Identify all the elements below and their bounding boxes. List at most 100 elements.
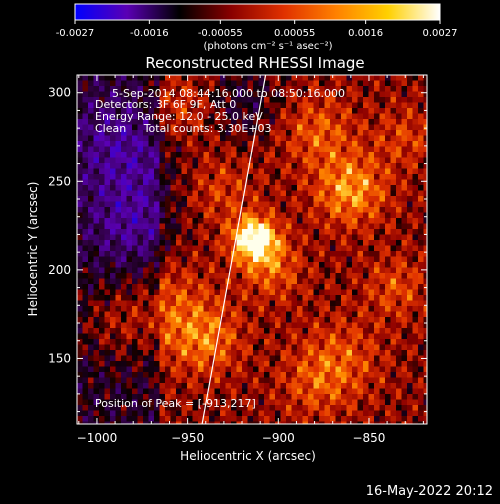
- heatmap-cell: [148, 394, 155, 400]
- heatmap-cell: [363, 339, 369, 345]
- heatmap-cell: [346, 256, 353, 263]
- heatmap-cell: [412, 399, 419, 406]
- heatmap-cell: [412, 372, 419, 378]
- heatmap-cell: [297, 262, 303, 268]
- heatmap-cell: [363, 152, 369, 158]
- heatmap-cell: [280, 234, 287, 241]
- heatmap-cell: [291, 311, 298, 318]
- heatmap-cell: [121, 377, 127, 384]
- heatmap-cell: [231, 251, 237, 257]
- heatmap-cell: [357, 377, 364, 384]
- heatmap-cell: [214, 306, 221, 312]
- heatmap-cell: [82, 102, 89, 109]
- heatmap-cell: [165, 185, 171, 191]
- heatmap-cell: [297, 421, 303, 424]
- heatmap-cell: [396, 218, 402, 224]
- heatmap-cell: [412, 251, 419, 257]
- heatmap-cell: [313, 383, 320, 389]
- heatmap-cell: [225, 394, 232, 400]
- heatmap-cell: [132, 416, 138, 422]
- heatmap-cell: [110, 152, 116, 158]
- heatmap-cell: [269, 333, 276, 340]
- heatmap-cell: [159, 256, 166, 263]
- heatmap-cell: [264, 135, 270, 142]
- heatmap-cell: [225, 328, 232, 334]
- heatmap-cell: [363, 141, 369, 147]
- heatmap-cell: [335, 223, 342, 230]
- heatmap-cell: [407, 300, 413, 307]
- heatmap-cell: [319, 135, 325, 142]
- heatmap-cell: [368, 152, 375, 158]
- heatmap-cell: [82, 377, 89, 384]
- heatmap-cell: [269, 218, 276, 224]
- heatmap-cell: [176, 152, 182, 158]
- heatmap-cell: [258, 190, 265, 197]
- heatmap-cell: [280, 421, 287, 424]
- heatmap-cell: [401, 421, 408, 424]
- heatmap-cell: [363, 196, 369, 202]
- heatmap-cell: [286, 383, 292, 389]
- heatmap-cell: [297, 377, 303, 384]
- heatmap-cell: [280, 135, 287, 142]
- heatmap-cell: [418, 355, 424, 362]
- heatmap-cell: [280, 218, 287, 224]
- heatmap-cell: [137, 267, 144, 274]
- heatmap-cell: [379, 377, 386, 384]
- heatmap-cell: [335, 372, 342, 378]
- heatmap-cell: [412, 91, 419, 98]
- heatmap-cell: [385, 91, 391, 98]
- heatmap-cell: [88, 240, 94, 246]
- heatmap-cell: [385, 322, 391, 329]
- heatmap-cell: [104, 234, 111, 241]
- heatmap-cell: [137, 130, 144, 136]
- heatmap-cell: [379, 416, 386, 422]
- heatmap-cell: [93, 124, 100, 131]
- heatmap-cell: [346, 91, 353, 98]
- heatmap-cell: [368, 300, 375, 307]
- heatmap-cell: [280, 256, 287, 263]
- heatmap-cell: [291, 410, 298, 417]
- heatmap-cell: [88, 119, 94, 125]
- heatmap-cell: [247, 405, 254, 411]
- heatmap-cell: [220, 190, 226, 197]
- heatmap-cell: [385, 190, 391, 197]
- heatmap-cell: [308, 350, 314, 356]
- heatmap-cell: [110, 372, 116, 378]
- heatmap-cell: [368, 306, 375, 312]
- heatmap-cell: [302, 405, 309, 411]
- heatmap-cell: [148, 152, 155, 158]
- heatmap-cell: [335, 355, 342, 362]
- heatmap-cell: [220, 421, 226, 424]
- heatmap-cell: [165, 311, 171, 318]
- heatmap-cell: [225, 339, 232, 345]
- heatmap-cell: [341, 108, 347, 114]
- heatmap-cell: [379, 86, 386, 92]
- heatmap-cell: [357, 185, 364, 191]
- heatmap-cell: [357, 113, 364, 120]
- heatmap-cell: [275, 157, 281, 164]
- heatmap-cell: [203, 306, 210, 312]
- heatmap-cell: [385, 278, 391, 285]
- heatmap-cell: [269, 416, 276, 422]
- heatmap-cell: [132, 251, 138, 257]
- heatmap-cell: [286, 146, 292, 153]
- heatmap-cell: [82, 86, 89, 92]
- heatmap-cell: [335, 289, 342, 296]
- heatmap-cell: [137, 383, 144, 389]
- heatmap-cell: [412, 416, 419, 422]
- heatmap-cell: [407, 141, 413, 147]
- heatmap-cell: [401, 152, 408, 158]
- heatmap-cell: [269, 372, 276, 378]
- heatmap-cell: [418, 234, 424, 241]
- heatmap-cell: [385, 157, 391, 164]
- heatmap-cell: [148, 207, 155, 213]
- heatmap-cell: [341, 251, 347, 257]
- heatmap-cell: [401, 86, 408, 92]
- heatmap-cell: [170, 124, 177, 131]
- heatmap-cell: [264, 113, 270, 120]
- heatmap-cell: [99, 201, 105, 208]
- heatmap-cell: [324, 366, 331, 373]
- heatmap-cell: [209, 317, 215, 323]
- heatmap-cell: [170, 383, 177, 389]
- heatmap-cell: [121, 311, 127, 318]
